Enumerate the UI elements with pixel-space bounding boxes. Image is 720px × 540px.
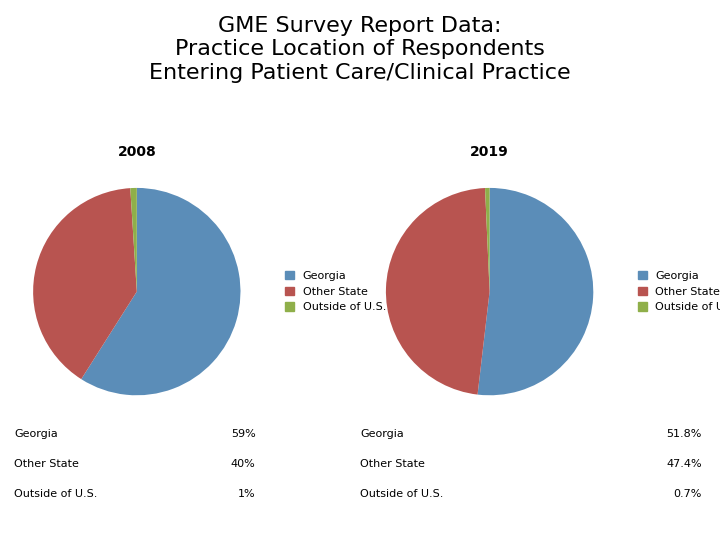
Wedge shape [386, 188, 490, 395]
Text: 1%: 1% [238, 489, 256, 499]
Text: Georgia: Georgia [360, 429, 404, 440]
Legend: Georgia, Other State, Outside of U.S.: Georgia, Other State, Outside of U.S. [285, 271, 386, 312]
Text: 47.4%: 47.4% [667, 459, 702, 469]
Title: 2008: 2008 [117, 145, 156, 159]
Text: GME Survey Report Data:
Practice Location of Respondents
Entering Patient Care/C: GME Survey Report Data: Practice Locatio… [149, 16, 571, 83]
Title: 2019: 2019 [470, 145, 509, 159]
Text: 40%: 40% [231, 459, 256, 469]
Text: 0.7%: 0.7% [674, 489, 702, 499]
Legend: Georgia, Other State, Outside of U.S.: Georgia, Other State, Outside of U.S. [638, 271, 720, 312]
Text: Other State: Other State [360, 459, 425, 469]
Wedge shape [485, 188, 490, 292]
Wedge shape [130, 188, 137, 292]
Text: Georgia: Georgia [14, 429, 58, 440]
Text: Outside of U.S.: Outside of U.S. [360, 489, 444, 499]
Wedge shape [33, 188, 137, 379]
Wedge shape [477, 188, 593, 395]
Text: 59%: 59% [231, 429, 256, 440]
Wedge shape [81, 188, 240, 395]
Text: Other State: Other State [14, 459, 79, 469]
Text: 51.8%: 51.8% [667, 429, 702, 440]
Text: Outside of U.S.: Outside of U.S. [14, 489, 98, 499]
